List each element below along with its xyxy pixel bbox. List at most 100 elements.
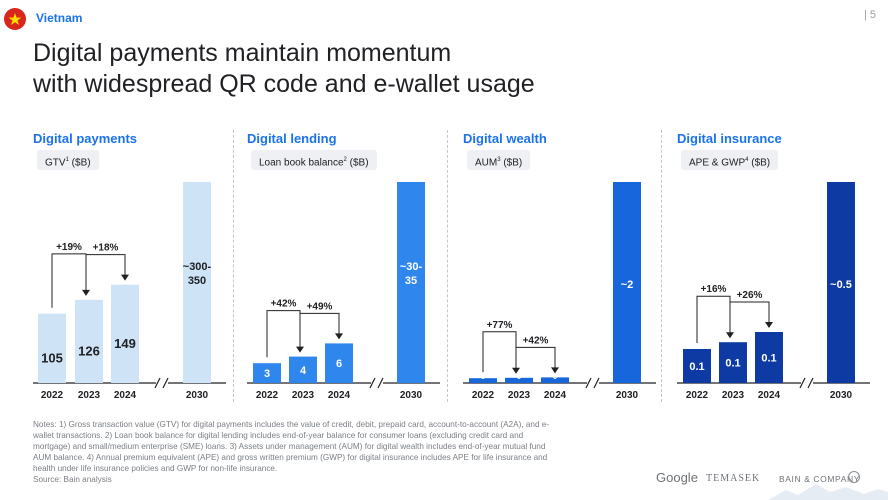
data-label: 6 (336, 358, 342, 370)
google-logo: Google (656, 470, 698, 485)
data-label: 105 (41, 350, 63, 365)
page-title: Digital payments maintain momentum with … (33, 38, 535, 100)
data-label: ~2 (621, 279, 634, 291)
temasek-logo: TEMASEK (706, 473, 761, 484)
x-tick-label: 2024 (328, 390, 351, 401)
bar-2024 (111, 284, 139, 383)
axis-break-gap (587, 378, 599, 388)
insurance-metric-box: APE & GWP4 ($B) (681, 150, 779, 170)
growth-arrow (51, 253, 87, 308)
growth-label: +42% (271, 299, 297, 310)
footnotes: Notes: 1) Gross transaction value (GTV) … (33, 419, 553, 485)
growth-label: +26% (737, 290, 763, 301)
axis-break-mark (799, 377, 806, 389)
axis-break-gap (156, 378, 168, 388)
vietnam-flag-icon (4, 8, 26, 30)
wealth-panel-title: Digital wealth (463, 131, 547, 146)
data-label: 0.1 (761, 353, 776, 365)
x-tick-label: 2030 (186, 390, 209, 401)
growth-arrow (515, 346, 556, 372)
growth-arrow-head (551, 367, 559, 374)
country-label: Vietnam (36, 11, 83, 25)
bar-2024 (325, 343, 353, 383)
x-tick-label: 2024 (544, 390, 567, 401)
data-label: 0.1 (689, 361, 704, 373)
bar-2023 (719, 342, 747, 383)
x-tick-label: 2024 (758, 390, 781, 401)
x-tick-label: 2022 (472, 390, 495, 401)
title-line-1: Digital payments maintain momentum (33, 39, 452, 67)
growth-arrow-head (121, 274, 129, 281)
data-label: ~300- (183, 261, 212, 273)
title-line-2: with widespread QR code and e-wallet usa… (33, 70, 535, 98)
data-label: 0 (480, 371, 485, 381)
x-tick-label: 2030 (616, 390, 639, 401)
axis-break-mark (369, 377, 376, 389)
payments-metric-box: GTV1 ($B) (37, 150, 99, 170)
source-text: Source: Bain analysis (33, 475, 112, 484)
growth-arrow (729, 301, 770, 337)
data-label: 350 (188, 275, 206, 287)
bar-2022 (469, 378, 497, 383)
growth-arrow (696, 295, 731, 343)
x-tick-label: 2024 (114, 390, 137, 401)
bar-2030 (827, 182, 855, 383)
panel-divider (447, 130, 448, 402)
growth-arrow (266, 310, 301, 358)
x-tick-label: 2023 (78, 390, 101, 401)
growth-label: +16% (701, 284, 727, 295)
growth-arrow (299, 312, 340, 351)
wealth-metric-box: AUM3 ($B) (467, 150, 531, 170)
axis-break-mark (807, 377, 814, 389)
axis-break-mark (154, 377, 161, 389)
data-label: 126 (78, 343, 100, 358)
panel-divider (661, 130, 662, 402)
bar-2022 (38, 313, 66, 383)
x-tick-label: 2022 (256, 390, 279, 401)
bain-mark-icon (848, 471, 860, 483)
bar-2030 (183, 182, 211, 383)
data-label: 0 (516, 371, 521, 381)
axis-break-mark (593, 377, 600, 389)
growth-arrow (482, 331, 517, 373)
mountains-decoration-icon (768, 484, 888, 500)
growth-label: +49% (307, 301, 333, 312)
x-tick-label: 2022 (686, 390, 709, 401)
bar-2024 (541, 377, 569, 383)
data-label: 0 (552, 371, 557, 381)
x-tick-label: 2022 (41, 390, 64, 401)
growth-label: +19% (56, 242, 82, 253)
lending-metric-box: Loan book balance2 ($B) (251, 150, 377, 170)
growth-arrow-head (765, 322, 773, 328)
x-tick-label: 2030 (400, 390, 423, 401)
data-label: ~0.5 (830, 279, 852, 291)
bar-2024 (755, 332, 783, 383)
x-tick-label: 2023 (508, 390, 531, 401)
data-label: 4 (300, 365, 307, 377)
x-tick-label: 2023 (722, 390, 745, 401)
axis-break-gap (371, 378, 383, 388)
bar-2030 (397, 182, 425, 383)
data-label: 3 (264, 368, 270, 380)
growth-label: +18% (93, 243, 119, 254)
panel-divider (233, 130, 234, 402)
x-tick-label: 2023 (292, 390, 315, 401)
growth-arrow-head (335, 333, 343, 340)
axis-break-mark (585, 377, 592, 389)
growth-label: +77% (487, 320, 513, 331)
data-label: 0.1 (725, 358, 740, 370)
axis-break-gap (801, 378, 813, 388)
bain-logo: BAIN & COMPANY (779, 474, 860, 484)
bar-2030 (613, 182, 641, 383)
data-label: 149 (114, 336, 136, 351)
data-label: 35 (405, 275, 417, 287)
bar-2023 (75, 299, 103, 383)
page-number: | 5 (863, 9, 876, 21)
bar-2023 (289, 356, 317, 383)
payments-panel-title: Digital payments (33, 131, 138, 146)
growth-label: +42% (523, 335, 549, 346)
lending-panel-title: Digital lending (247, 131, 337, 146)
data-label: ~30- (400, 261, 423, 273)
bar-2022 (683, 349, 711, 383)
